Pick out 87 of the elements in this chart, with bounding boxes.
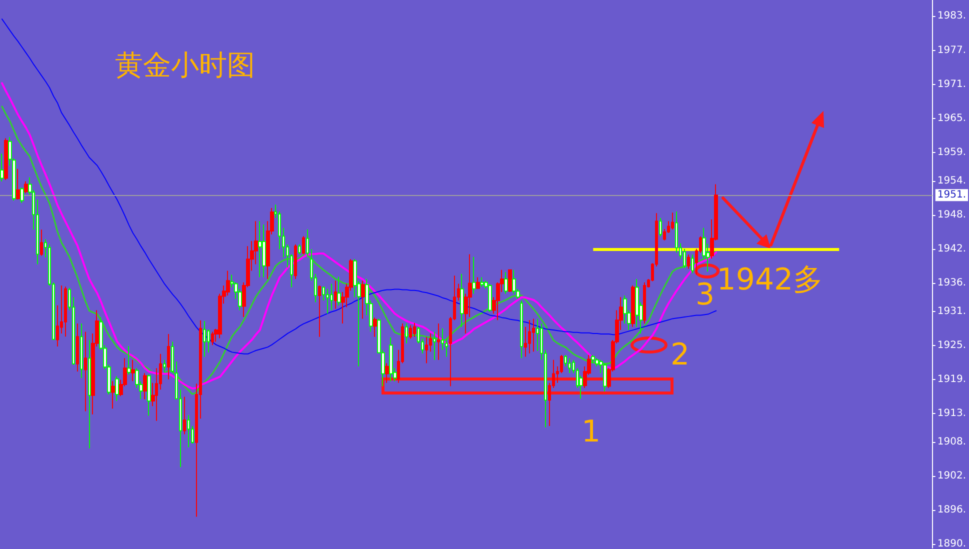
ref-line-label: 1951. bbox=[937, 190, 966, 201]
candlestick bbox=[183, 396, 186, 435]
y-tick-label: 1925. bbox=[937, 340, 966, 351]
candlestick bbox=[40, 229, 43, 256]
candlestick bbox=[16, 168, 20, 200]
candlestick bbox=[425, 336, 428, 364]
candlestick bbox=[389, 336, 393, 382]
candlestick bbox=[0, 153, 4, 182]
candlestick bbox=[294, 244, 297, 280]
candlestick bbox=[405, 323, 408, 344]
candlestick bbox=[488, 283, 492, 312]
candlestick bbox=[167, 334, 170, 380]
candlestick bbox=[334, 280, 337, 310]
candlestick bbox=[671, 212, 674, 230]
candlestick bbox=[143, 372, 147, 400]
candlestick bbox=[433, 331, 436, 360]
candlestick bbox=[504, 272, 508, 294]
candlestick bbox=[187, 414, 190, 448]
candlestick bbox=[24, 180, 28, 194]
candlestick bbox=[64, 286, 67, 338]
y-tick-label: 1913. bbox=[937, 408, 966, 419]
candlestick bbox=[147, 374, 151, 416]
ref-line-label: 1942多 bbox=[716, 262, 824, 298]
candlestick bbox=[691, 254, 694, 274]
candlestick bbox=[528, 320, 531, 354]
candlestick bbox=[337, 276, 341, 306]
candlestick bbox=[20, 187, 24, 204]
candlestick bbox=[437, 323, 440, 360]
candlestick bbox=[115, 376, 119, 402]
y-tick-label: 1983. bbox=[937, 10, 966, 22]
y-tick-label: 1965. bbox=[937, 112, 966, 124]
y-tick-label: 1954. bbox=[937, 175, 966, 186]
y-tick-label: 1919. bbox=[937, 374, 966, 385]
y-tick-label: 1931. bbox=[937, 306, 966, 317]
candlestick bbox=[385, 362, 389, 384]
candlestick bbox=[631, 285, 635, 328]
candlestick bbox=[203, 320, 206, 358]
y-tick-label: 1959. bbox=[937, 146, 966, 158]
candlestick bbox=[306, 228, 309, 256]
candlestick bbox=[568, 358, 571, 374]
annotation: 3 bbox=[695, 278, 715, 312]
candlestick bbox=[80, 323, 83, 379]
candlestick bbox=[298, 244, 301, 255]
candlestick bbox=[330, 283, 333, 311]
y-tick-label: 1890. bbox=[937, 538, 966, 549]
y-tick-label: 1896. bbox=[937, 504, 966, 516]
candlestick bbox=[591, 354, 595, 364]
candlestick bbox=[76, 323, 79, 372]
candlestick bbox=[532, 318, 535, 352]
y-tick-label: 1902. bbox=[937, 470, 966, 482]
candlestick bbox=[460, 273, 464, 328]
candlestick bbox=[373, 317, 377, 338]
candlestick bbox=[409, 324, 412, 340]
candlestick bbox=[84, 331, 87, 412]
y-tick-label: 1948. bbox=[937, 209, 966, 220]
candlestick bbox=[211, 331, 214, 346]
y-tick-label: 1977. bbox=[937, 44, 966, 56]
candlestick bbox=[127, 345, 131, 376]
candlestick bbox=[302, 236, 305, 255]
candlestick bbox=[163, 359, 166, 373]
annotation: 2 bbox=[670, 338, 690, 372]
candlestick bbox=[413, 322, 416, 338]
candlestick bbox=[643, 282, 646, 324]
candlestick bbox=[472, 256, 476, 294]
y-tick-label: 1971. bbox=[937, 78, 966, 90]
candlestick bbox=[480, 276, 484, 288]
candlestick bbox=[258, 220, 262, 278]
text: 黄金小时图 bbox=[115, 48, 255, 82]
candlestick bbox=[520, 300, 523, 359]
y-tick-label: 1936. bbox=[937, 277, 966, 288]
candlestick bbox=[603, 362, 607, 392]
candlestick bbox=[361, 280, 365, 320]
candlestick bbox=[131, 359, 135, 382]
candlestick bbox=[4, 138, 8, 180]
y-tick-label: 1942. bbox=[937, 243, 966, 254]
candlestick bbox=[171, 341, 174, 374]
annotation: 1 bbox=[581, 414, 601, 450]
candlestick bbox=[262, 224, 266, 278]
y-tick-label: 1908. bbox=[937, 436, 966, 448]
candlestick bbox=[326, 288, 329, 314]
candlestick bbox=[318, 285, 321, 338]
candlestick bbox=[88, 339, 91, 449]
candlestick bbox=[508, 269, 512, 293]
candlestick bbox=[476, 276, 480, 290]
candlestick bbox=[659, 217, 662, 237]
candlestick bbox=[687, 254, 690, 270]
candlestick bbox=[111, 380, 115, 410]
